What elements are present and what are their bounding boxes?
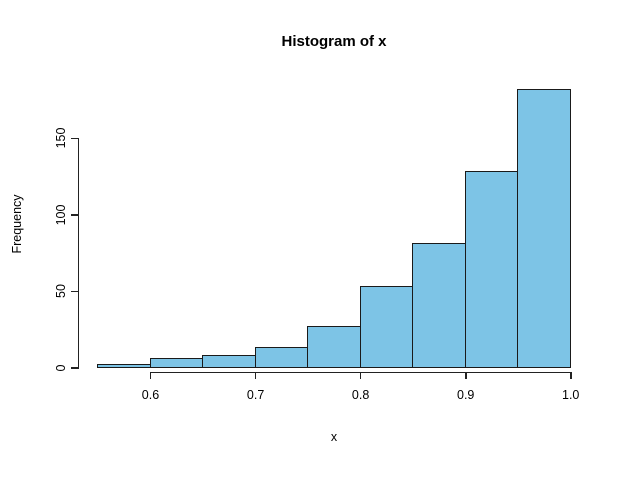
y-axis-label: Frequency (10, 194, 24, 254)
histogram-bar (255, 347, 308, 369)
x-axis-label: x (330, 430, 338, 444)
x-tick (359, 371, 362, 379)
x-tick (149, 371, 152, 379)
histogram-bar (307, 326, 361, 369)
y-tick (70, 367, 78, 369)
histogram-bar (150, 358, 203, 369)
histogram-bar (465, 171, 518, 369)
y-tick-label: 100 (54, 204, 68, 226)
histogram-bar (517, 88, 571, 369)
x-tick-label: 1.0 (561, 388, 580, 402)
histogram-bar (97, 364, 151, 369)
x-tick-label: 0.7 (246, 388, 265, 402)
chart-title: Histogram of x (281, 33, 387, 50)
histogram-bar (360, 286, 413, 369)
y-tick (70, 290, 78, 293)
x-tick (570, 371, 572, 379)
y-tick-label: 50 (54, 284, 68, 299)
x-tick (254, 371, 257, 379)
y-axis-line (77, 137, 79, 369)
x-tick-label: 0.9 (456, 388, 475, 402)
y-tick-label: 0 (54, 364, 68, 372)
x-tick-label: 0.6 (141, 388, 160, 402)
y-tick-label: 150 (54, 127, 68, 149)
histogram-bar (202, 355, 256, 369)
y-tick (70, 214, 78, 216)
x-tick (465, 371, 467, 379)
histogram-bar (412, 243, 466, 369)
x-tick-label: 0.8 (351, 388, 370, 402)
y-tick (70, 137, 78, 140)
